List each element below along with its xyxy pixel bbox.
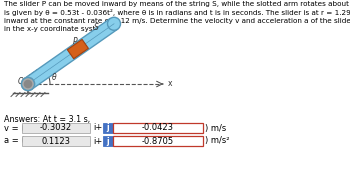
Text: 0.1123: 0.1123 bbox=[42, 137, 70, 146]
Text: The slider P can be moved inward by means of the string S, while the slotted arm: The slider P can be moved inward by mean… bbox=[4, 1, 350, 32]
Text: j: j bbox=[107, 137, 109, 146]
Circle shape bbox=[21, 78, 35, 90]
Text: P: P bbox=[72, 37, 77, 46]
Circle shape bbox=[25, 80, 32, 88]
Polygon shape bbox=[67, 39, 89, 59]
FancyBboxPatch shape bbox=[103, 123, 113, 133]
Text: v = (: v = ( bbox=[4, 123, 24, 132]
FancyBboxPatch shape bbox=[113, 136, 203, 146]
Circle shape bbox=[107, 17, 120, 30]
Polygon shape bbox=[24, 18, 118, 89]
FancyBboxPatch shape bbox=[22, 123, 90, 133]
Text: -0.3032: -0.3032 bbox=[40, 123, 72, 132]
Text: i+: i+ bbox=[93, 123, 102, 132]
Text: S: S bbox=[94, 23, 99, 32]
Text: x: x bbox=[168, 79, 173, 89]
Text: ) m/s²: ) m/s² bbox=[205, 137, 230, 146]
Text: -0.0423: -0.0423 bbox=[142, 123, 174, 132]
Text: θ: θ bbox=[52, 73, 57, 82]
Text: O: O bbox=[18, 78, 24, 87]
Circle shape bbox=[21, 78, 35, 90]
Text: ) m/s: ) m/s bbox=[205, 123, 226, 132]
Text: a = (: a = ( bbox=[4, 137, 24, 146]
FancyBboxPatch shape bbox=[22, 136, 90, 146]
FancyBboxPatch shape bbox=[103, 136, 113, 146]
Text: i+: i+ bbox=[93, 137, 102, 146]
Text: j: j bbox=[107, 123, 109, 132]
Text: -0.8705: -0.8705 bbox=[142, 137, 174, 146]
Text: Answers: At t = 3.1 s,: Answers: At t = 3.1 s, bbox=[4, 115, 90, 124]
FancyBboxPatch shape bbox=[113, 123, 203, 133]
